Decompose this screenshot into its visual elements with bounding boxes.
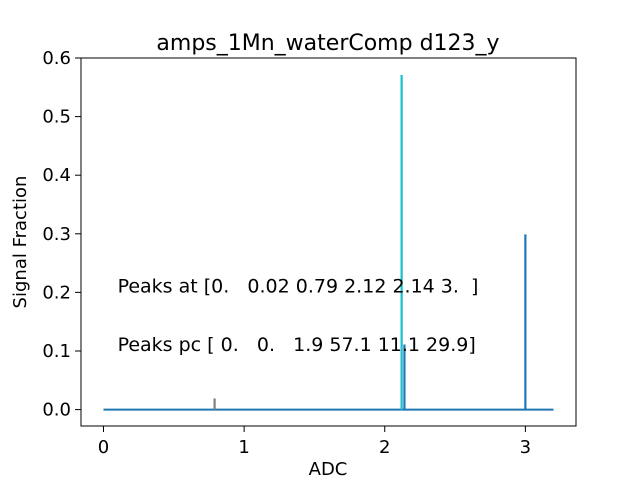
y-tick-label: 0.6: [42, 48, 71, 69]
y-axis: 0.0 0.1 0.2 0.3 0.4 0.5 0.6: [42, 48, 81, 421]
peaks-at-annotation: Peaks at [0. 0.02 0.79 2.12 2.14 3. ]: [118, 275, 479, 297]
x-tick-label: 3: [520, 437, 531, 458]
y-tick-label: 0.1: [42, 341, 71, 362]
y-tick-label: 0.3: [42, 224, 71, 245]
y-tick-label: 0.0: [42, 400, 71, 421]
axes-frame: [80, 57, 577, 427]
y-tick-label: 0.2: [42, 282, 71, 303]
chart-title: amps_1Mn_waterComp d123_y: [156, 31, 499, 56]
x-tick-label: 1: [238, 437, 249, 458]
peaks-pc-annotation: Peaks pc [ 0. 0. 1.9 57.1 11.1 29.9]: [118, 334, 476, 356]
x-axis: 0 1 2 3: [98, 426, 531, 458]
y-tick-label: 0.5: [42, 107, 71, 128]
plot-area: [103, 74, 554, 411]
x-tick-label: 0: [98, 437, 109, 458]
y-tick-label: 0.4: [42, 165, 71, 186]
x-axis-label: ADC: [309, 459, 348, 480]
y-axis-label: Signal Fraction: [10, 176, 31, 309]
x-tick-label: 2: [379, 437, 390, 458]
